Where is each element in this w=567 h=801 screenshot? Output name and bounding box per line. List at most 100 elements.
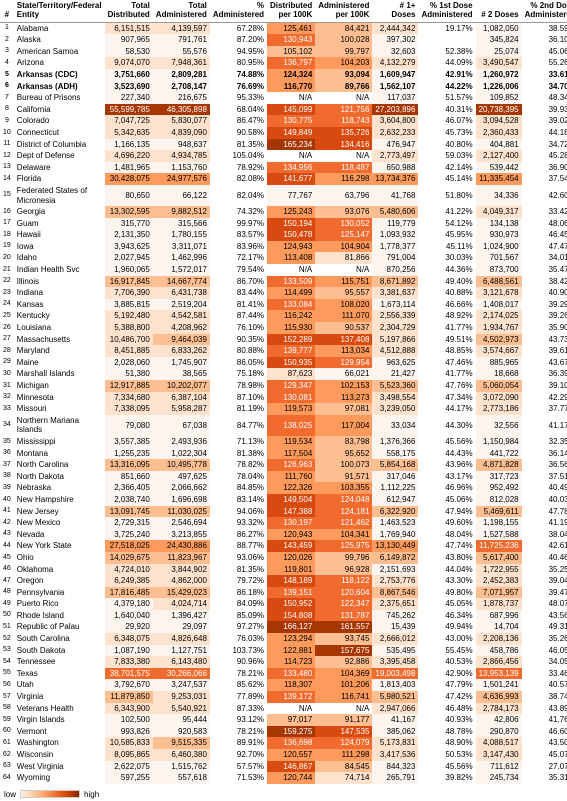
cell: 1,527,588	[476, 529, 522, 541]
cell: 6,322,920	[372, 506, 418, 518]
cell: 34,336	[476, 185, 522, 206]
table-row: 4Arizona9,074,0707,948,36180.95%136,7971…	[0, 57, 567, 69]
cell: 13,302,595	[105, 206, 153, 218]
cell: 134,416	[315, 139, 372, 151]
cell: Maine	[14, 357, 105, 369]
cell: 93,745	[315, 633, 372, 645]
cell: 105,102	[267, 46, 315, 58]
table-row: 57Virginia11,879,8509,253,03177.89%139,1…	[0, 691, 567, 703]
row-index: 40	[0, 494, 14, 506]
cell: 71.53%	[210, 772, 267, 784]
cell: 114,499	[267, 287, 315, 299]
cell: 3,395,458	[372, 656, 418, 668]
cell: 101,206	[315, 679, 372, 691]
cell: 43.00%	[418, 633, 475, 645]
cell: 1,255,235	[105, 448, 153, 460]
cell: 13,130,449	[372, 540, 418, 552]
row-index: 35	[0, 436, 14, 448]
table-row: 22Illinois16,917,84514,667,77486.70%133,…	[0, 276, 567, 288]
cell: 6,460,380	[153, 749, 210, 761]
cell: 46.60%	[522, 726, 567, 738]
cell: 45.05%	[418, 598, 475, 610]
row-index: 29	[0, 357, 14, 369]
cell: American Samoa	[14, 46, 105, 58]
cell: 7,338,095	[105, 403, 153, 415]
cell: 5,469,611	[476, 506, 522, 518]
row-index: 32	[0, 392, 14, 404]
cell: 48.92%	[418, 310, 475, 322]
cell: 6,488,561	[476, 276, 522, 288]
cell: 404,881	[476, 139, 522, 151]
cell: 63,796	[315, 185, 372, 206]
row-index: 41	[0, 506, 14, 518]
cell: 6,151,515	[105, 22, 153, 34]
cell: 93,094	[315, 69, 372, 81]
cell: 13,734,376	[372, 173, 418, 185]
cell: 12,917,885	[105, 380, 153, 392]
cell: 1,087,190	[105, 645, 153, 657]
cell: 90,537	[315, 322, 372, 334]
cell: 86.18%	[210, 587, 267, 599]
cell: 87.10%	[210, 392, 267, 404]
cell: 4,934,785	[153, 150, 210, 162]
cell: 15,429,023	[153, 587, 210, 599]
cell: 148,189	[267, 575, 315, 587]
cell: 2,066,662	[153, 482, 210, 494]
cell: 87.20%	[210, 34, 267, 46]
cell: 83.44%	[210, 287, 267, 299]
cell: 119,573	[267, 403, 315, 415]
cell: 130,775	[267, 115, 315, 127]
cell: 1,515,762	[153, 761, 210, 773]
col-header: Total Distributed	[105, 0, 153, 22]
cell: Northern Mariana Islands	[14, 415, 105, 436]
cell: 2,753,776	[372, 575, 418, 587]
cell: 4,696,220	[105, 150, 153, 162]
cell: 35.47%	[522, 264, 567, 276]
cell: 88.77%	[210, 540, 267, 552]
cell: 118,743	[315, 115, 372, 127]
table-row: 10Connecticut5,342,6354,839,09090.58%149…	[0, 127, 567, 139]
cell: Idaho	[14, 252, 105, 264]
cell: 120,943	[267, 529, 315, 541]
row-index: 9	[0, 115, 14, 127]
cell: 82.04%	[210, 185, 267, 206]
cell: 120,744	[267, 772, 315, 784]
cell: 1,780,155	[153, 229, 210, 241]
cell: 4,024,714	[153, 598, 210, 610]
cell: 125,461	[267, 22, 315, 34]
table-row: 56Utah3,792,6703,247,53785.62%118,307101…	[0, 679, 567, 691]
cell: 86.05%	[210, 357, 267, 369]
cell: 39.10%	[522, 380, 567, 392]
cell: Alabama	[14, 22, 105, 34]
cell: 1,022,304	[153, 448, 210, 460]
cell: 2,809,281	[153, 69, 210, 81]
cell: 41,768	[372, 185, 418, 206]
cell: 2,028,060	[105, 357, 153, 369]
cell: 149,849	[267, 127, 315, 139]
cell: 40.88%	[418, 287, 475, 299]
cell: 47.76%	[418, 380, 475, 392]
cell: 87,623	[267, 368, 315, 380]
cell: 4,379,180	[105, 598, 153, 610]
cell: 38,565	[153, 368, 210, 380]
cell: Bureau of Prisons	[14, 92, 105, 104]
cell: 139,151	[267, 587, 315, 599]
cell: 4,512,888	[372, 345, 418, 357]
cell: 11,879,850	[105, 691, 153, 703]
cell: 36.90%	[522, 162, 567, 174]
cell: Oklahoma	[14, 564, 105, 576]
cell: 43.89%	[522, 703, 567, 715]
cell: 125,975	[315, 540, 372, 552]
table-row: 36Montana1,255,2351,022,30481.38%117,504…	[0, 448, 567, 460]
cell: 2,304,729	[372, 322, 418, 334]
cell: 81.35%	[210, 139, 267, 151]
col-header: % Administered	[210, 0, 267, 22]
cell: 2,519,204	[153, 299, 210, 311]
cell: 930,973	[476, 229, 522, 241]
cell: 43.50%	[522, 737, 567, 749]
cell: 40.49%	[522, 482, 567, 494]
cell: 124,079	[315, 737, 372, 749]
table-row: 26Louisiana5,388,8004,208,96276.10%115,9…	[0, 322, 567, 334]
table-row: 55Texas38,701,57530,266,06678.21%133,480…	[0, 668, 567, 680]
table-row: 52South Carolina6,348,0754,826,64876.03%…	[0, 633, 567, 645]
